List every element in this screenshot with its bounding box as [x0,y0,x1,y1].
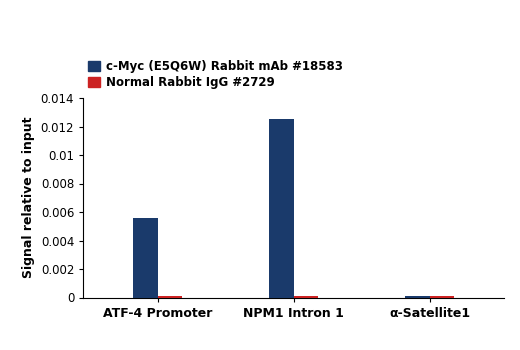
Legend: c-Myc (E5Q6W) Rabbit mAb #18583, Normal Rabbit IgG #2729: c-Myc (E5Q6W) Rabbit mAb #18583, Normal … [83,55,347,94]
Bar [405,296,430,298]
Bar [134,218,158,298]
Y-axis label: Signal relative to input: Signal relative to input [22,117,35,279]
Bar [294,296,318,297]
Bar [269,119,294,298]
Bar [430,296,454,298]
Bar [158,296,183,297]
